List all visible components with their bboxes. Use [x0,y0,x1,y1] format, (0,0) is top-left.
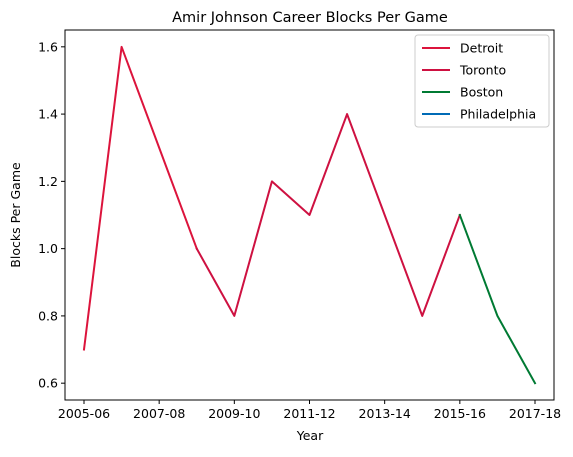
legend-box [414,34,550,128]
legend-entries: Detroit Toronto Boston Philadelphia [422,41,536,122]
x-tick-label: 2005-06 [58,406,110,421]
x-tick-label: 2011-12 [283,406,335,421]
x-tick-label: 2017-18 [509,406,561,421]
chart-title: Amir Johnson Career Blocks Per Game [172,10,448,26]
legend-label-detroit: Detroit [460,41,503,56]
y-tick-label: 1.4 [38,107,58,122]
x-axis-label: Year [296,428,324,443]
y-tick-label: 1.6 [38,39,58,54]
legend: Detroit Toronto Boston Philadelphia [414,34,550,128]
legend-label-philadelphia: Philadelphia [460,107,536,122]
y-tick-label: 1.0 [38,241,58,256]
y-tick-label: 0.6 [38,376,58,391]
series-line-toronto [195,113,462,317]
series-line-detroit [82,45,199,351]
y-tick-label: 1.2 [38,174,58,189]
y-axis-ticks: 0.6 0.8 1.0 1.2 1.4 1.6 [38,39,65,391]
y-axis-label: Blocks Per Game [8,162,23,268]
x-tick-label: 2009-10 [208,406,260,421]
legend-label-toronto: Toronto [459,63,506,78]
series-lines [82,45,537,385]
x-axis-ticks: 2005-06 2007-08 2009-10 2011-12 2013-14 2015-… [58,400,561,421]
x-tick-label: 2007-08 [133,406,185,421]
legend-label-boston: Boston [460,85,503,100]
x-tick-label: 2015-16 [434,406,486,421]
y-tick-label: 0.8 [38,308,58,323]
x-tick-label: 2013-14 [359,406,411,421]
series-line-boston [458,213,537,385]
